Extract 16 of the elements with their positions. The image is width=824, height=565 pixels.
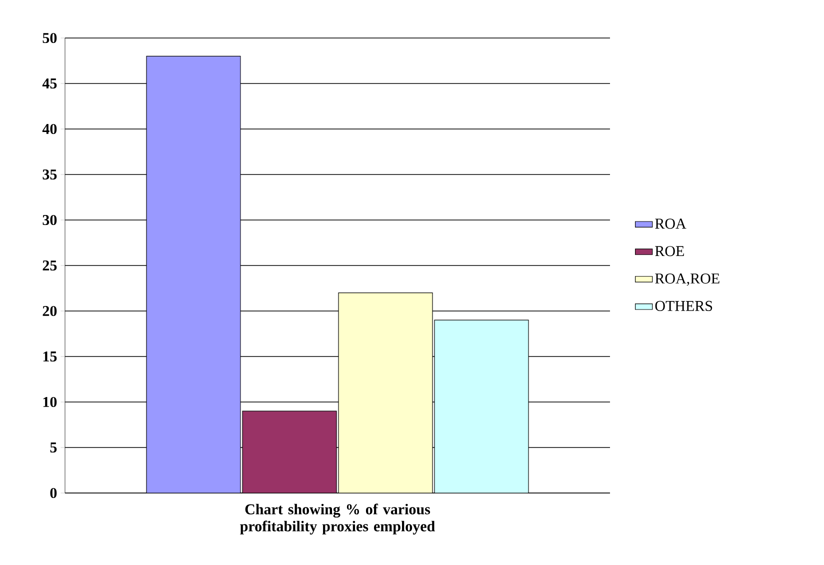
y-tick-label: 25: [42, 260, 57, 271]
x-axis-title: Chart showing % of various profitability proxies employed: [240, 504, 435, 534]
legend-label: ROA: [655, 218, 686, 229]
legend-label: ROA,ROE: [655, 274, 720, 286]
y-tick-label: 10: [43, 396, 57, 408]
legend-label: ROE: [655, 246, 684, 256]
legend-label: OTHERS: [655, 300, 712, 312]
y-tick-label: 20: [42, 306, 57, 316]
y-tick-label: 0: [50, 488, 57, 498]
y-tick-label: 50: [42, 32, 57, 44]
y-tick-label: 5: [50, 442, 57, 452]
y-tick-label: 40: [42, 124, 57, 134]
y-tick-label: 35: [42, 169, 57, 180]
y-tick-label: 30: [42, 214, 57, 226]
y-tick-label: 15: [43, 351, 57, 362]
y-tick-label: 45: [42, 78, 57, 89]
